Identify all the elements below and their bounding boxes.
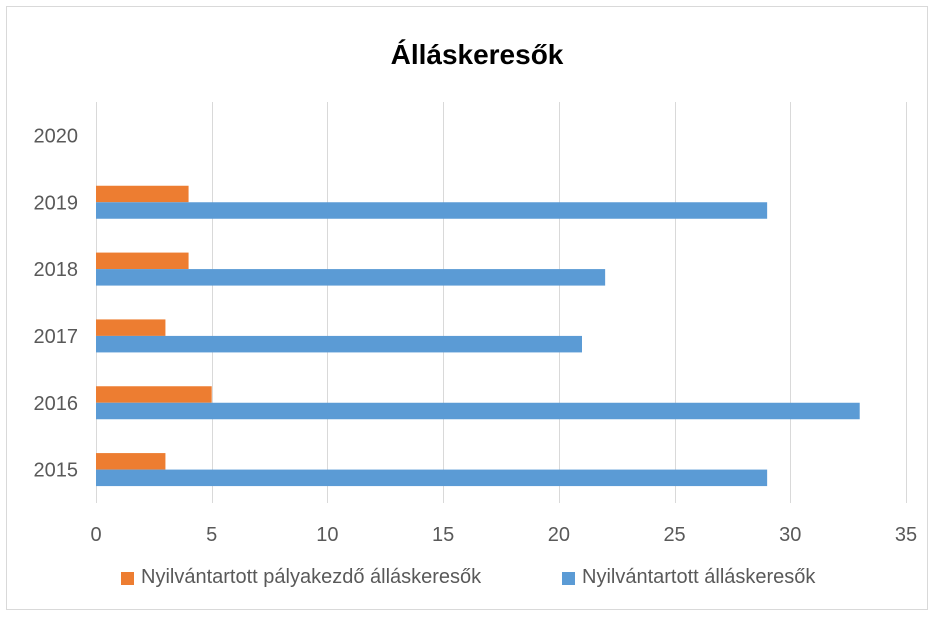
bar-2018-series-2 — [96, 269, 606, 286]
x-tick-label: 15 — [432, 524, 454, 546]
bar-2017-series-2 — [96, 335, 582, 353]
y-tick-label: 2020 — [34, 125, 79, 147]
x-tick-label: 35 — [895, 524, 917, 546]
x-tick-label: 20 — [548, 524, 570, 546]
x-tick-label: 25 — [663, 524, 685, 546]
bar-2019-series-2 — [96, 202, 768, 219]
x-tick-label: 10 — [316, 524, 338, 546]
chart-area — [6, 6, 928, 610]
bar-2018-series-1 — [96, 252, 189, 270]
y-tick-label: 2015 — [34, 460, 79, 482]
y-tick-label: 2018 — [34, 259, 79, 281]
legend-swatch-2 — [562, 572, 575, 585]
legend-swatch-1 — [121, 572, 134, 585]
bar-2016-series-2 — [96, 402, 860, 420]
gridlines — [96, 102, 907, 503]
bar-2016-series-1 — [96, 386, 212, 403]
bar-2015-series-2 — [96, 469, 768, 487]
x-axis-tick-labels: 0 5 10 15 20 25 30 35 — [90, 524, 917, 546]
x-tick-label: 5 — [206, 524, 217, 546]
x-tick-label: 0 — [90, 524, 101, 546]
bar-2019-series-1 — [96, 185, 189, 203]
legend-label-1: Nyilvántartott pályakezdő álláskeresők — [141, 566, 482, 588]
legend-label-2: Nyilvántartott álláskeresők — [582, 566, 816, 588]
y-axis-tick-labels: 2015 2016 2017 2018 2019 2020 — [34, 125, 79, 481]
x-tick-label: 30 — [779, 524, 801, 546]
chart-title: Álláskeresők — [391, 39, 564, 70]
bar-2017-series-1 — [96, 319, 166, 336]
y-tick-label: 2017 — [34, 326, 79, 348]
y-tick-label: 2016 — [34, 393, 79, 415]
bar-2015-series-1 — [96, 453, 166, 470]
legend: Nyilvántartott pályakezdő álláskeresők Ny… — [121, 566, 816, 588]
bars — [96, 185, 860, 487]
y-tick-label: 2019 — [34, 192, 79, 214]
